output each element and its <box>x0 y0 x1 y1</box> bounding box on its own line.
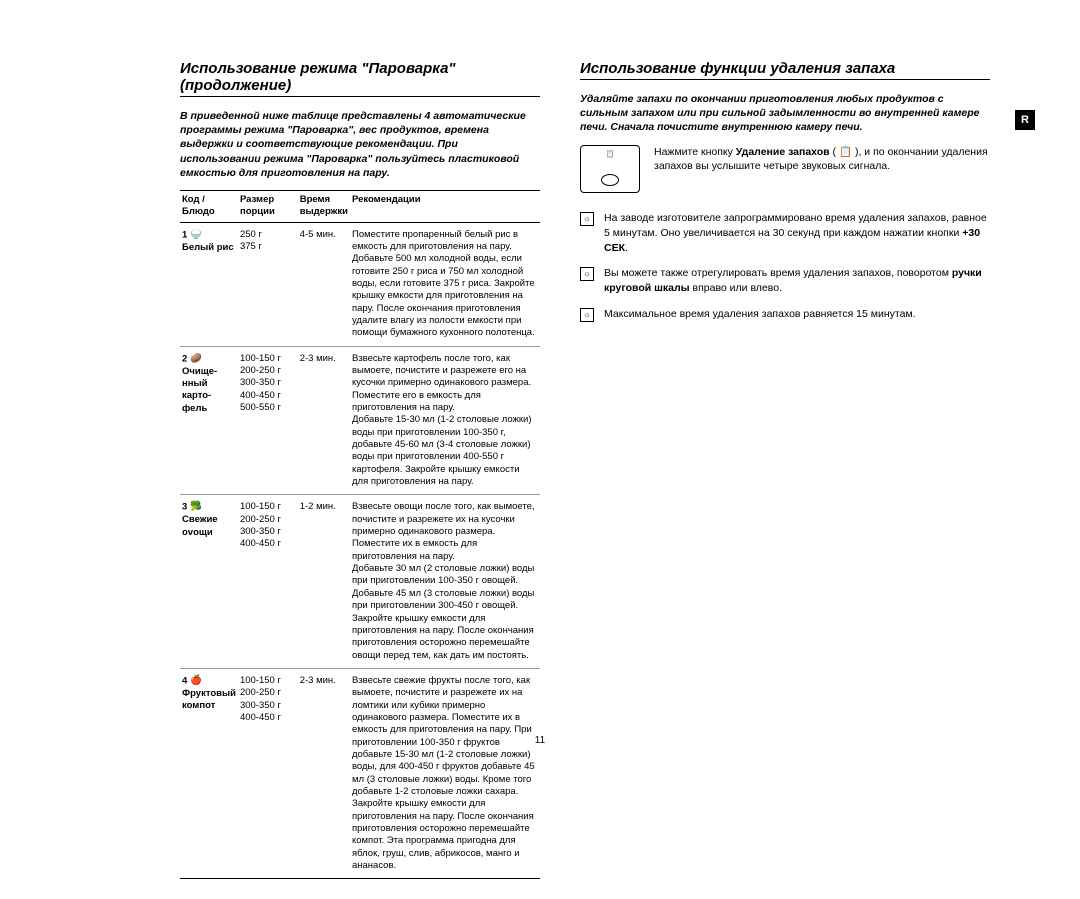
oven-icon: 📋 <box>581 150 639 158</box>
th-rec: Рекомендации <box>350 190 540 222</box>
table-row: 1 🍚Белый рис250 г375 г4-5 мин.Поместите … <box>180 222 540 346</box>
cell-recommendation: Взвесьте картофель после того, как вымое… <box>350 346 540 495</box>
left-intro: В приведенной ниже таблице представлены … <box>180 109 540 180</box>
cell-time: 2-3 мин. <box>298 668 350 879</box>
right-column: Использование функции удаления запаха Уд… <box>580 60 990 879</box>
table-row: 2 🥔Очище-нныйкарто-фель100-150 г200-250 … <box>180 346 540 495</box>
cell-size: 100-150 г200-250 г300-350 г400-450 г <box>238 495 298 668</box>
note-text: Вы можете также отрегулировать время уда… <box>604 266 990 296</box>
dish-name: Свежиеovощи <box>182 514 218 537</box>
dish-name: Очище-нныйкарто-фель <box>182 366 217 414</box>
list-item: ☼ Максимальное время удаления запахов рав… <box>580 307 990 322</box>
cell-time: 1-2 мин. <box>298 495 350 668</box>
cell-recommendation: Поместите пропаренный белый рис в емкост… <box>350 222 540 346</box>
right-title: Использование функции удаления запаха <box>580 60 990 80</box>
list-item: ☼ На заводе изготовителе запрограммирован… <box>580 211 990 257</box>
th-size: Размер порции <box>238 190 298 222</box>
note-bullet-icon: ☼ <box>580 267 594 281</box>
odor-step-text: Нажмите кнопку Удаление запахов ( 📋 ), и… <box>654 145 990 174</box>
note-bullet-icon: ☼ <box>580 212 594 226</box>
cell-time: 4-5 мин. <box>298 222 350 346</box>
left-title: Использование режима "Пароварка" (продол… <box>180 60 540 97</box>
th-code: Код / Блюдо <box>180 190 238 222</box>
dish-icon: 🍎 <box>190 675 202 687</box>
dish-icon: 🥔 <box>190 353 202 365</box>
dish-name: Фруктовыйкомпот <box>182 688 236 711</box>
cell-code: 3 🥦Свежиеovощи <box>180 495 238 668</box>
cell-size: 100-150 г200-250 г300-350 г400-450 г <box>238 668 298 879</box>
cell-size: 100-150 г200-250 г300-350 г400-450 г500-… <box>238 346 298 495</box>
cell-recommendation: Взвесьте свежие фрукты после того, как в… <box>350 668 540 879</box>
steam-table: Код / Блюдо Размер порции Время выдержки… <box>180 190 540 880</box>
cell-code: 4 🍎Фруктовыйкомпот <box>180 668 238 879</box>
right-intro: Удаляйте запахи по окончании приготовлен… <box>580 92 990 135</box>
note-bullet-icon: ☼ <box>580 308 594 322</box>
cell-code: 2 🥔Очище-нныйкарто-фель <box>180 346 238 495</box>
tab-marker: R <box>1015 110 1035 130</box>
notes-list: ☼ На заводе изготовителе запрограммирован… <box>580 211 990 322</box>
dish-icon: 🍚 <box>190 229 202 241</box>
cell-size: 250 г375 г <box>238 222 298 346</box>
odor-instruction: 📋 Нажмите кнопку Удаление запахов ( 📋 ),… <box>580 145 990 193</box>
dish-icon: 🥦 <box>190 501 202 513</box>
cell-recommendation: Взвесьте овощи после того, как вымоете, … <box>350 495 540 668</box>
table-row: 4 🍎Фруктовыйкомпот100-150 г200-250 г300-… <box>180 668 540 879</box>
page-number: 11 <box>0 735 1080 746</box>
note-text: На заводе изготовителе запрограммировано… <box>604 211 990 257</box>
left-column: Использование режима "Пароварка" (продол… <box>180 60 540 879</box>
dish-name: Белый рис <box>182 242 234 253</box>
cell-code: 1 🍚Белый рис <box>180 222 238 346</box>
cell-time: 2-3 мин. <box>298 346 350 495</box>
th-time: Время выдержки <box>298 190 350 222</box>
table-row: 3 🥦Свежиеovощи100-150 г200-250 г300-350 … <box>180 495 540 668</box>
table-header-row: Код / Блюдо Размер порции Время выдержки… <box>180 190 540 222</box>
note-text: Максимальное время удаления запахов равн… <box>604 307 916 322</box>
oven-knob-icon <box>601 174 619 186</box>
oven-diagram: 📋 <box>580 145 640 193</box>
list-item: ☼ Вы можете также отрегулировать время уд… <box>580 266 990 296</box>
